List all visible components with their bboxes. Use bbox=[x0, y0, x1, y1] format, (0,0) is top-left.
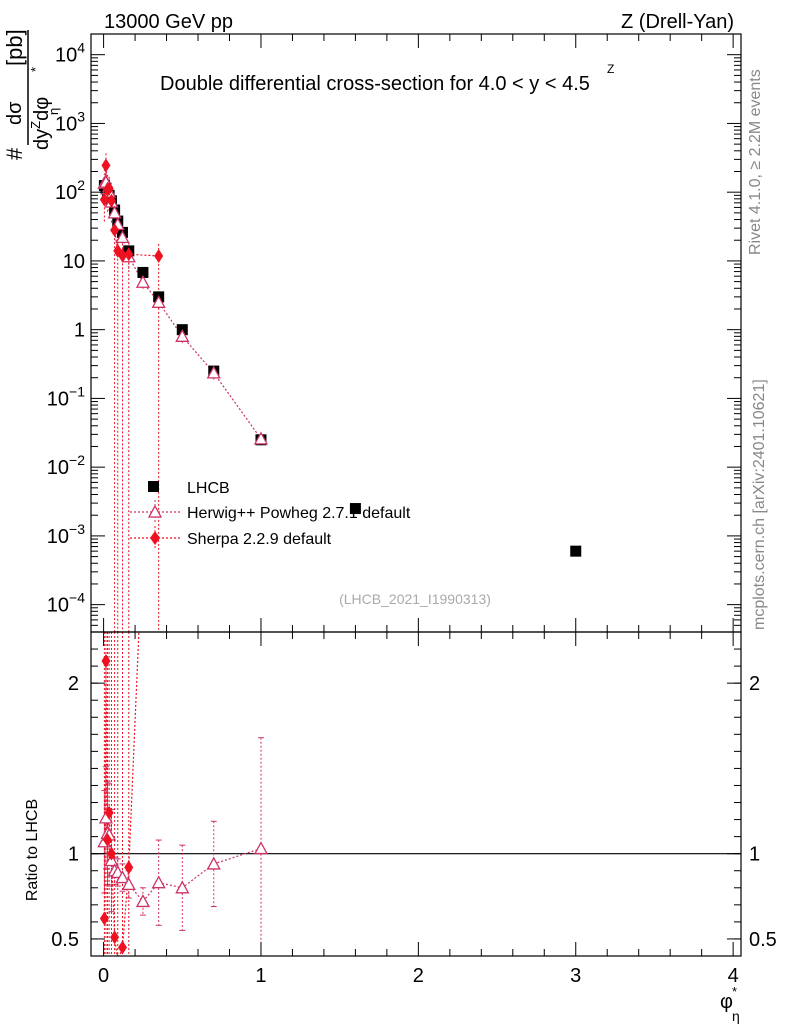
ratio-herwig-point bbox=[253, 841, 269, 855]
ratio-sherpa-point bbox=[106, 846, 116, 861]
main-ytick-label: 104 bbox=[55, 40, 85, 67]
legend-label-sherpa: Sherpa 2.2.9 default bbox=[187, 531, 332, 548]
ratio-ytick-label-right: 2 bbox=[749, 673, 760, 695]
plot-title-main: Double differential cross-section for 4.… bbox=[160, 73, 529, 95]
herwig-point bbox=[253, 431, 269, 445]
ratio-ytick-label: 2 bbox=[68, 673, 79, 695]
ratio-herwig-point bbox=[135, 894, 151, 908]
ratio-herwig-point bbox=[175, 880, 190, 894]
main-ylabel: # dσ dyZdφ η * [pb] bbox=[2, 29, 61, 160]
ratio-ytick-label-right: 1 bbox=[749, 844, 760, 866]
ylabel-star: * bbox=[28, 67, 43, 72]
legend-label-lhcb: LHCB bbox=[187, 480, 230, 497]
sherpa-point bbox=[101, 158, 111, 173]
sherpa-point bbox=[124, 247, 134, 262]
main-ytick-label: 10−3 bbox=[47, 521, 85, 548]
analysis-id: (LHCB_2021_I1990313) bbox=[339, 591, 491, 607]
ratio-sherpa-point bbox=[99, 911, 109, 926]
energy-label: 13000 GeV pp bbox=[104, 11, 233, 33]
ratio-plot-area bbox=[91, 632, 741, 956]
main-ytick-label: 10−2 bbox=[47, 452, 85, 479]
herwig-line bbox=[104, 181, 262, 440]
plot-title: Double differential cross-section for 4.… bbox=[160, 73, 590, 95]
ratio-ytick-label-right: 0.5 bbox=[749, 929, 777, 951]
main-ytick-label: 10−4 bbox=[47, 590, 85, 617]
sherpa-point bbox=[154, 248, 164, 263]
ratio-herwig-point bbox=[121, 877, 136, 891]
sherpa-point bbox=[104, 181, 114, 196]
legend-label-herwig: Herwig++ Powheg 2.7.1 default bbox=[187, 505, 411, 522]
legend-marker-sherpa bbox=[150, 531, 160, 545]
legend: LHCB Herwig++ Powheg 2.7.1 default Sherp… bbox=[130, 480, 411, 550]
ylabel-unit: [pb] bbox=[2, 29, 27, 66]
herwig-point bbox=[135, 274, 151, 288]
ratio-sherpa-point bbox=[117, 940, 127, 955]
legend-marker-herwig bbox=[147, 504, 163, 518]
lhcb-point bbox=[570, 545, 582, 557]
ratio-sherpa-point bbox=[103, 833, 113, 848]
main-ytick-label: 10−1 bbox=[47, 383, 85, 410]
sherpa-point bbox=[106, 193, 116, 208]
ratio-herwig-point bbox=[115, 870, 130, 884]
xlabel-eta: η bbox=[732, 1008, 740, 1024]
xtick-label: 0 bbox=[98, 965, 109, 987]
xtick-label: 3 bbox=[570, 965, 581, 987]
plot-title-z: Z bbox=[607, 62, 614, 76]
main-ytick-label: 103 bbox=[55, 108, 85, 135]
ylabel-denominator: dyZdφ bbox=[28, 97, 53, 150]
lhcb-point bbox=[137, 266, 149, 278]
herwig-point bbox=[107, 205, 122, 219]
ylabel-hash: # bbox=[2, 147, 27, 160]
main-ytick-label: 10 bbox=[63, 251, 85, 273]
herwig-point bbox=[206, 365, 221, 379]
ratio-sherpa-point bbox=[110, 930, 120, 945]
ratio-ylabel: Ratio to LHCB bbox=[24, 799, 41, 901]
sherpa-point bbox=[99, 192, 109, 207]
xlabel-star: * bbox=[732, 984, 737, 999]
ratio-ytick-label: 1 bbox=[68, 844, 79, 866]
xlabel-phi: φ bbox=[720, 991, 733, 1013]
herwig-point bbox=[151, 294, 166, 308]
xtick-label: 4 bbox=[728, 965, 739, 987]
sherpa-point bbox=[110, 223, 120, 238]
main-ytick-label: 102 bbox=[55, 177, 85, 204]
xtick-label: 1 bbox=[255, 965, 266, 987]
sherpa-point bbox=[117, 248, 127, 263]
main-plot-area bbox=[97, 153, 582, 632]
ratio-herwig-point bbox=[206, 856, 221, 870]
ratio-sherpa-point bbox=[104, 805, 114, 820]
plot-title-y: y bbox=[529, 73, 539, 95]
ratio-sherpa-point bbox=[124, 860, 134, 875]
ylabel-numerator: dσ bbox=[4, 101, 26, 125]
process-label: Z (Drell-Yan) bbox=[621, 11, 734, 33]
herwig-point bbox=[175, 328, 190, 342]
lhcb-point bbox=[349, 503, 361, 515]
ratio-frame bbox=[90, 631, 742, 957]
ylabel-eta: η bbox=[46, 108, 61, 115]
rivet-label: Rivet 4.1.0, ≥ 2.2M events bbox=[747, 69, 764, 255]
herwig-point bbox=[115, 230, 130, 244]
axes: 10−4 10−3 10−2 10−1 1 10 102 103 104 0 1 2 3 4 0.5 0.5 1… bbox=[47, 33, 777, 987]
x-axis-label: φ * η bbox=[720, 984, 740, 1024]
ratio-ytick-label: 0.5 bbox=[51, 929, 79, 951]
mcplots-label: mcplots.cern.ch [arXiv:2401.10621] bbox=[751, 379, 768, 630]
legend-marker-lhcb bbox=[148, 481, 159, 492]
main-ytick-label: 1 bbox=[74, 320, 85, 342]
xtick-label: 2 bbox=[413, 965, 424, 987]
ratio-sherpa-point bbox=[101, 653, 111, 668]
plot-title-end: < 4.5 bbox=[539, 73, 590, 95]
ratio-herwig-point bbox=[151, 875, 166, 889]
